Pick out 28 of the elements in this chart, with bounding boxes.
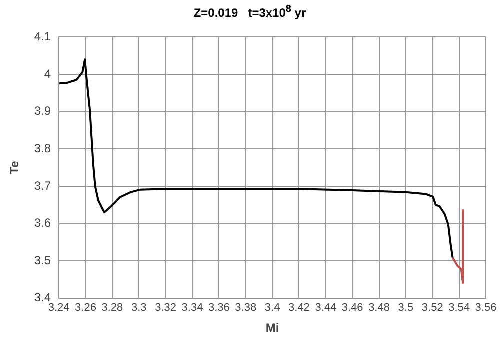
y-tick-label: 3.6 xyxy=(34,216,52,230)
x-tick-label: 3.3 xyxy=(131,302,147,314)
x-tick-label: 3.36 xyxy=(208,302,230,314)
x-tick-label: 3.26 xyxy=(75,302,96,314)
x-tick-label: 3.56 xyxy=(475,302,497,314)
y-tick-label: 3.9 xyxy=(34,104,52,118)
x-tick-label: 3.42 xyxy=(288,302,310,314)
x-axis-title: Mi xyxy=(266,321,280,336)
y-tick-label: 4.1 xyxy=(34,30,52,44)
y-tick-label: 3.4 xyxy=(34,290,52,305)
x-tick-label: 3.24 xyxy=(48,302,70,314)
y-axis-title: Te xyxy=(8,160,22,174)
x-tick-label: 3.46 xyxy=(342,302,364,314)
chart-title: Z=0.019 t=3x10$^{8}$ yr xyxy=(192,4,308,20)
y-tick-label: 3.7 xyxy=(34,178,52,193)
x-tick-label: 3.38 xyxy=(235,302,257,314)
x-tick-label: 3.4 xyxy=(264,302,280,314)
x-tick-label: 3.5 xyxy=(398,302,414,314)
x-tick-label: 3.54 xyxy=(448,302,470,314)
x-tick-label: 3.52 xyxy=(422,302,444,314)
x-tick-label: 3.34 xyxy=(182,302,204,314)
y-tick-label: 3.8 xyxy=(34,141,52,156)
x-tick-label: 3.32 xyxy=(155,302,177,314)
y-tick-label: 4 xyxy=(44,66,52,81)
x-tick-label: 3.28 xyxy=(102,302,124,314)
x-tick-label: 3.48 xyxy=(368,302,390,314)
x-tick-label: 3.44 xyxy=(315,302,337,314)
y-tick-label: 3.5 xyxy=(34,253,52,268)
